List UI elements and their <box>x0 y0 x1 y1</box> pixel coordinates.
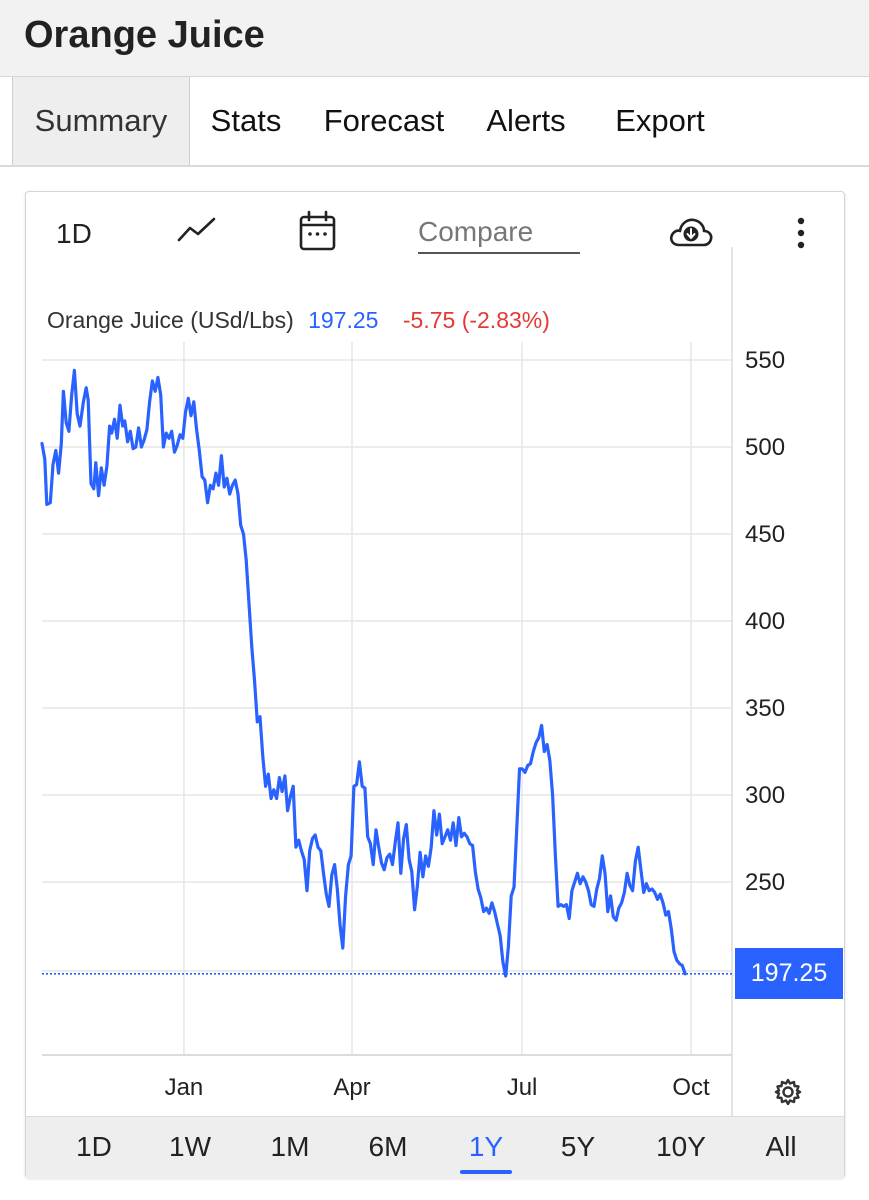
range-6m[interactable]: 6M <box>368 1131 408 1162</box>
more-vertical-icon[interactable] <box>794 216 808 257</box>
range-1w[interactable]: 1W <box>169 1131 211 1162</box>
last-price-label: 197.25 <box>735 947 843 999</box>
compare-input[interactable] <box>418 212 580 254</box>
x-tick-label: Oct <box>672 1074 710 1101</box>
tab-alerts[interactable]: Alerts <box>486 103 566 138</box>
range-1d[interactable]: 1D <box>76 1131 112 1162</box>
range-1m[interactable]: 1M <box>270 1131 310 1162</box>
y-tick-label: 350 <box>745 695 785 722</box>
price-chart[interactable]: 550 500 450 400 350 300 250 Jan Apr Jul Oct <box>26 192 844 1116</box>
y-tick-label: 300 <box>745 782 785 809</box>
series-line <box>40 368 687 978</box>
tab-forecast[interactable]: Forecast <box>323 103 445 138</box>
legend-change: -5.75 (-2.83%) <box>402 307 550 333</box>
calendar-icon[interactable] <box>298 210 338 257</box>
range-10y[interactable]: 10Y <box>656 1131 706 1162</box>
line-chart-icon[interactable] <box>176 214 218 251</box>
y-tick-label: 450 <box>745 521 785 548</box>
y-tick-label: 550 <box>745 347 785 374</box>
range-selector: 1D 1W 1M 6M 1Y 5Y 10Y All <box>26 1116 844 1178</box>
gear-icon[interactable] <box>773 1077 803 1112</box>
range-all[interactable]: All <box>765 1131 797 1162</box>
x-tick-label: Jul <box>507 1074 538 1101</box>
top-bar: Orange Juice <box>0 0 869 77</box>
cloud-download-icon[interactable] <box>667 214 715 255</box>
x-tick-label: Jan <box>165 1074 204 1101</box>
y-tick-label: 250 <box>745 869 785 896</box>
legend-value: 197.25 <box>308 307 379 333</box>
page-title: Orange Juice <box>24 14 265 56</box>
tab-stats[interactable]: Stats <box>210 103 282 138</box>
y-tick-label: 400 <box>745 608 785 635</box>
tab-bar: Summary Stats Forecast Alerts Export <box>0 77 869 167</box>
tab-summary[interactable]: Summary <box>12 77 190 165</box>
range-5y[interactable]: 5Y <box>560 1131 596 1162</box>
y-tick-label: 500 <box>745 434 785 461</box>
chart-card: 1D Orange Juice (USd/L <box>25 191 845 1178</box>
range-1y[interactable]: 1Y <box>456 1117 516 1176</box>
chart-legend: Orange Juice (USd/Lbs) 197.25 -5.75 (-2.… <box>47 307 550 334</box>
legend-series-name: Orange Juice (USd/Lbs) <box>47 307 294 333</box>
interval-selector[interactable]: 1D <box>56 218 92 249</box>
tab-export[interactable]: Export <box>615 103 705 138</box>
x-tick-label: Apr <box>333 1074 370 1101</box>
